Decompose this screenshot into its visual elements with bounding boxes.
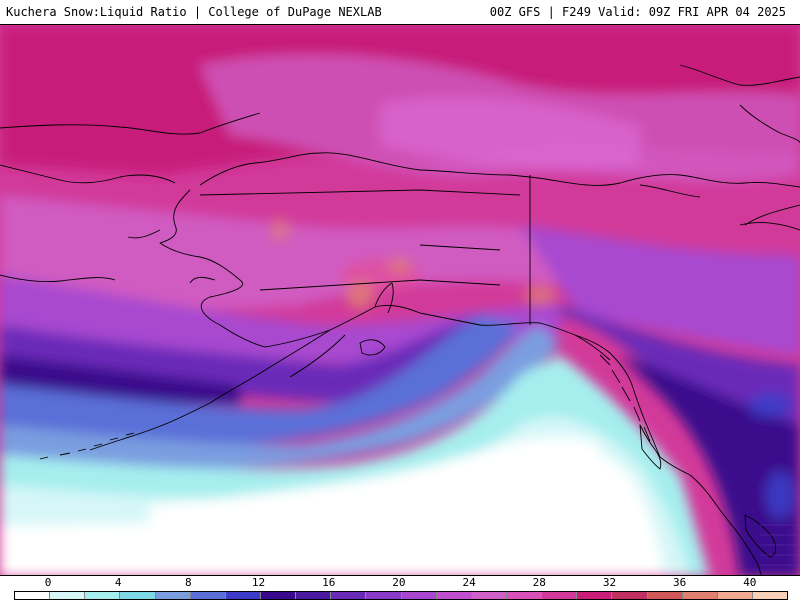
legend-swatch: [646, 592, 682, 599]
legend-swatch: [611, 592, 647, 599]
legend-swatch: [505, 592, 542, 599]
legend-tick-label: 8: [185, 576, 192, 589]
legend-swatch: [541, 592, 577, 599]
legend-swatch: [259, 592, 296, 599]
legend-swatch: [154, 592, 190, 599]
model-valid-time: 00Z GFS | F249 Valid: 09Z FRI APR 04 202…: [489, 5, 786, 19]
legend-swatch: [435, 592, 471, 599]
legend-swatch: [751, 592, 788, 599]
legend-swatch: [576, 592, 612, 599]
legend-swatch: [716, 592, 752, 599]
legend-swatch: [330, 592, 366, 599]
legend-tick-label: 12: [251, 576, 266, 589]
ratio-field: [0, 25, 800, 575]
legend-tick-label: 40: [743, 576, 757, 589]
map-header: Kuchera Snow:Liquid Ratio | College of D…: [0, 0, 800, 24]
legend-color-bar: [14, 591, 788, 600]
map-panel[interactable]: [0, 24, 800, 576]
legend-swatch: [295, 592, 331, 599]
legend-swatch: [15, 592, 50, 599]
legend-tick-label: 28: [532, 576, 546, 589]
legend-tick-label: 0: [44, 576, 52, 589]
legend-tick-label: 20: [392, 576, 406, 589]
legend-tick-label: 32: [602, 576, 617, 589]
legend-swatch: [681, 592, 717, 599]
color-scale-legend: 0 4 8 12 16 20 24 28 32 36 40: [0, 576, 800, 600]
legend-swatch: [365, 592, 401, 599]
legend-swatch: [470, 592, 506, 599]
legend-tick-label: 16: [322, 576, 336, 589]
product-title: Kuchera Snow:Liquid Ratio | College of D…: [6, 5, 382, 19]
legend-swatch: [119, 592, 155, 599]
inland-grid-lines: [760, 524, 800, 566]
legend-tick-label: 24: [462, 576, 476, 589]
legend-tick-label: 4: [114, 576, 122, 589]
legend-swatch: [400, 592, 436, 599]
legend-swatch: [84, 592, 120, 599]
snow-ratio-map[interactable]: [0, 25, 800, 576]
legend-swatch: [224, 592, 260, 599]
coastline-outlines: [0, 64, 800, 575]
legend-swatch: [189, 592, 225, 599]
legend-labels: 0 4 8 12 16 20 24 28 32 36 40: [0, 576, 800, 590]
legend-swatch: [49, 592, 85, 599]
legend-tick-label: 36: [673, 576, 687, 589]
